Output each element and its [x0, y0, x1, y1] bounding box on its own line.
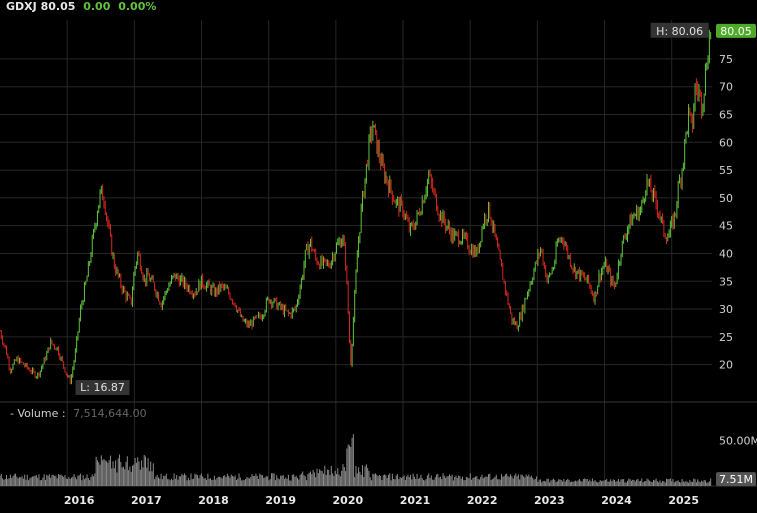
price-tick-label: 30	[719, 303, 733, 316]
low-badge	[75, 380, 130, 396]
last-volume-label: 7.51M	[719, 473, 753, 486]
time-tick-label: 2018	[198, 494, 229, 507]
ticker-symbol: GDXJ	[6, 0, 37, 13]
ticker-change: 0.00	[83, 0, 111, 13]
price-tick-label: 75	[719, 53, 733, 66]
volume-label: Volume	[17, 407, 59, 420]
price-tick-label: 65	[719, 109, 733, 122]
time-tick-label: 2020	[333, 494, 364, 507]
grid	[0, 20, 757, 487]
time-tick-label: 2019	[265, 494, 296, 507]
price-tick-label: 50	[719, 192, 733, 205]
low-label: L: 16.87	[80, 381, 125, 394]
last-volume-badge	[716, 472, 756, 487]
time-tick-label: 2025	[668, 494, 699, 507]
last-price-badge	[716, 23, 756, 38]
price-tick-label: 55	[719, 164, 733, 177]
ticker-header: GDXJ 80.05 0.00 0.00%	[6, 0, 156, 13]
volume-value: 7,514,644.00	[73, 407, 147, 420]
price-tick-label: 20	[719, 359, 733, 372]
price-tick-label: 70	[719, 81, 733, 94]
price-tick-label: 45	[719, 220, 733, 233]
time-tick-label: 2022	[467, 494, 498, 507]
volume-legend: - Volume : 7,514,644.00	[10, 407, 147, 420]
ticker-price: 80.05	[40, 0, 76, 13]
price-tick-label: 60	[719, 136, 733, 149]
last-price-label: 80.05	[720, 25, 752, 38]
volume-tick-label: 50.00M	[719, 434, 757, 447]
high-label: H: 80.06	[656, 25, 703, 38]
time-tick-label: 2021	[400, 494, 431, 507]
time-tick-label: 2023	[534, 494, 565, 507]
time-tick-label: 2017	[131, 494, 162, 507]
price-tick-label: 35	[719, 275, 733, 288]
price-tick-label: 40	[719, 247, 733, 260]
volume-bars	[0, 434, 712, 486]
candles	[0, 29, 712, 385]
price-tick-label: 25	[719, 331, 733, 344]
time-tick-label: 2024	[601, 494, 632, 507]
time-tick-label: 2016	[64, 494, 95, 507]
ticker-change-pct: 0.00%	[118, 0, 157, 13]
high-badge	[650, 22, 709, 38]
